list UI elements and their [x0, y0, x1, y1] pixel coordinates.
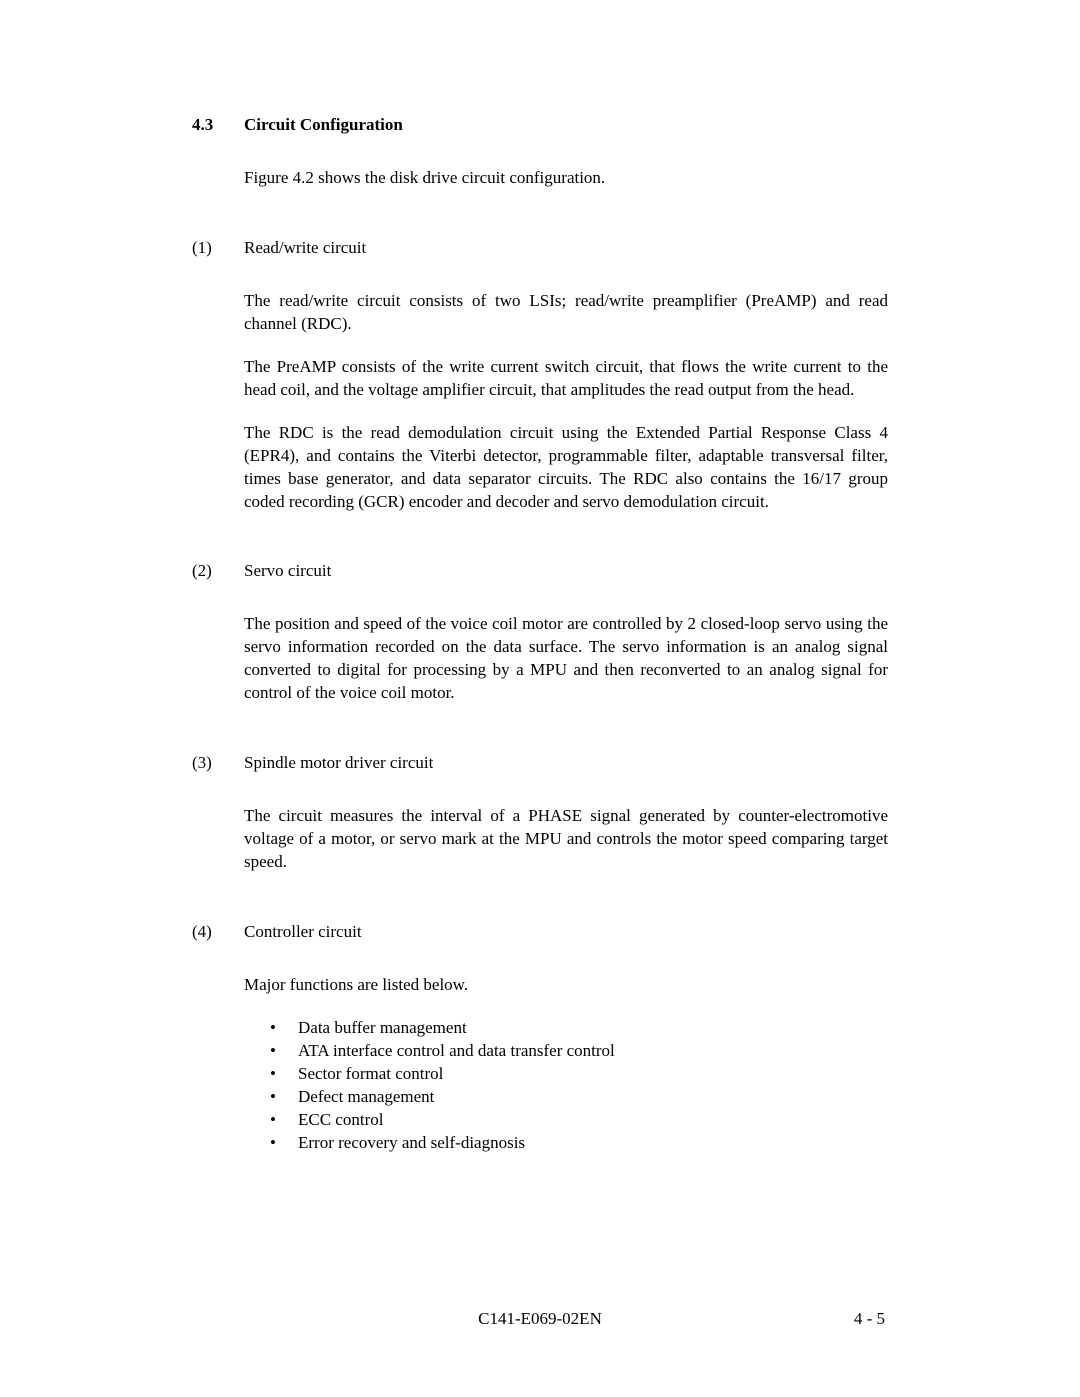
subsection-number: (1) — [192, 238, 244, 258]
subsection-read-write: (1) Read/write circuit The read/write ci… — [192, 238, 888, 514]
section-number: 4.3 — [192, 115, 244, 135]
subsection-servo: (2) Servo circuit The position and speed… — [192, 561, 888, 705]
subsection-spindle: (3) Spindle motor driver circuit The cir… — [192, 753, 888, 874]
body-paragraph: The RDC is the read demodulation circuit… — [244, 422, 888, 514]
subsection-heading: (3) Spindle motor driver circuit — [192, 753, 888, 773]
subsection-number: (2) — [192, 561, 244, 581]
list-item: ATA interface control and data transfer … — [270, 1040, 888, 1063]
list-item: Data buffer management — [270, 1017, 888, 1040]
list-item: ECC control — [270, 1109, 888, 1132]
section-title: Circuit Configuration — [244, 115, 403, 135]
body-paragraph: Major functions are listed below. — [244, 974, 888, 997]
list-item: Defect management — [270, 1086, 888, 1109]
body-paragraph: The circuit measures the interval of a P… — [244, 805, 888, 874]
subsection-heading: (4) Controller circuit — [192, 922, 888, 942]
body-paragraph: The PreAMP consists of the write current… — [244, 356, 888, 402]
body-paragraph: The position and speed of the voice coil… — [244, 613, 888, 705]
section-heading: 4.3 Circuit Configuration — [192, 115, 888, 135]
subsection-number: (3) — [192, 753, 244, 773]
subsection-controller: (4) Controller circuit Major functions a… — [192, 922, 888, 1155]
footer-page-number: 4 - 5 — [854, 1309, 885, 1329]
subsection-heading: (2) Servo circuit — [192, 561, 888, 581]
footer-doc-id: C141-E069-02EN — [478, 1309, 602, 1329]
subsection-title: Read/write circuit — [244, 238, 366, 258]
body-paragraph: The read/write circuit consists of two L… — [244, 290, 888, 336]
list-item: Sector format control — [270, 1063, 888, 1086]
subsection-title: Spindle motor driver circuit — [244, 753, 433, 773]
list-item: Error recovery and self-diagnosis — [270, 1132, 888, 1155]
subsection-heading: (1) Read/write circuit — [192, 238, 888, 258]
document-page: 4.3 Circuit Configuration Figure 4.2 sho… — [0, 0, 1080, 1155]
section-intro: Figure 4.2 shows the disk drive circuit … — [244, 167, 888, 190]
subsection-title: Controller circuit — [244, 922, 362, 942]
controller-functions-list: Data buffer management ATA interface con… — [270, 1017, 888, 1155]
subsection-number: (4) — [192, 922, 244, 942]
subsection-title: Servo circuit — [244, 561, 331, 581]
page-footer: C141-E069-02EN 4 - 5 — [0, 1309, 1080, 1329]
